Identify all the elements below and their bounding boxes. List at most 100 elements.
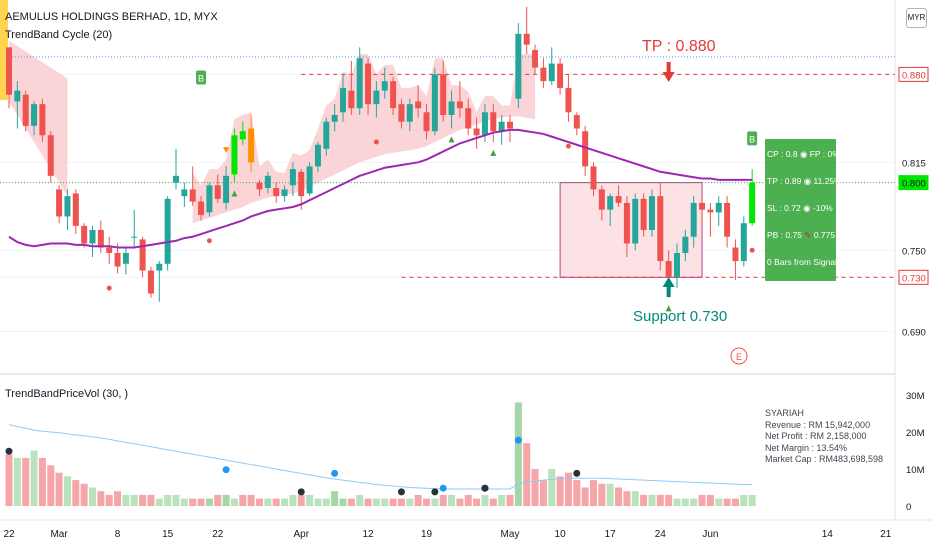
candle-body bbox=[139, 239, 146, 271]
volume-dot bbox=[397, 488, 405, 496]
volume-bar bbox=[381, 498, 389, 506]
volume-dot bbox=[331, 469, 339, 477]
candle-body bbox=[231, 135, 238, 175]
volume-bar bbox=[748, 494, 756, 506]
pb-value: PB : 0.75 bbox=[767, 230, 802, 240]
volume-bar bbox=[665, 494, 673, 506]
volume-bar bbox=[548, 469, 556, 506]
price-label-box bbox=[898, 175, 929, 191]
candle-body bbox=[289, 169, 296, 186]
support-box bbox=[559, 182, 703, 278]
candle-body bbox=[607, 196, 614, 210]
volume-bar bbox=[389, 498, 397, 506]
volume-bar bbox=[89, 487, 96, 506]
volume-bar bbox=[356, 494, 364, 506]
candle-body bbox=[456, 101, 463, 109]
bars-row: 0 Bars from Signal bbox=[767, 257, 837, 267]
volume-dot bbox=[297, 488, 305, 496]
candle-body bbox=[548, 63, 555, 82]
price-tick-label: 0.690 bbox=[902, 327, 926, 338]
sl-pct: -10% bbox=[812, 203, 833, 213]
volume-bar bbox=[5, 454, 13, 506]
candle-body bbox=[690, 202, 697, 237]
candle-body bbox=[507, 121, 513, 129]
volume-bar bbox=[631, 491, 639, 506]
red-dot bbox=[373, 139, 379, 145]
candle-body bbox=[381, 81, 388, 91]
revenue-text: Revenue : RM 15,942,000 bbox=[765, 419, 871, 430]
candle-body bbox=[682, 236, 689, 253]
price-label-box bbox=[898, 66, 929, 82]
candle-body bbox=[390, 81, 397, 109]
volume-bar bbox=[523, 443, 531, 506]
volume-bar bbox=[222, 494, 230, 506]
candle-body bbox=[81, 225, 88, 244]
volume-bar bbox=[456, 498, 464, 506]
candle-body bbox=[72, 193, 79, 226]
candle-body bbox=[198, 201, 205, 216]
candle-body bbox=[97, 229, 104, 248]
volume-bar bbox=[139, 494, 147, 506]
candle-body bbox=[665, 261, 672, 278]
volume-bar bbox=[130, 494, 138, 506]
volume-bar bbox=[281, 498, 289, 506]
candle-body bbox=[281, 189, 288, 197]
volume-bar bbox=[372, 498, 380, 506]
tp-arrow bbox=[662, 62, 675, 82]
volume-bar bbox=[80, 483, 88, 506]
candle-body bbox=[273, 188, 280, 197]
symbol-title[interactable]: AEMULUS HOLDINGS BERHAD, 1D, MYX bbox=[5, 11, 218, 23]
candle-body bbox=[122, 252, 129, 264]
candle-body bbox=[214, 185, 221, 199]
volume-bar bbox=[590, 480, 597, 506]
volume-bar bbox=[347, 498, 355, 506]
volume-bar bbox=[681, 498, 689, 506]
candle-body bbox=[582, 131, 589, 167]
candle-body bbox=[598, 189, 605, 210]
candle-body bbox=[740, 223, 747, 262]
volume-bar bbox=[114, 491, 122, 506]
volume-bar bbox=[172, 494, 180, 506]
volume-bar bbox=[731, 498, 739, 506]
tp-pct: 11.25% bbox=[813, 176, 842, 186]
candle-body bbox=[47, 135, 54, 176]
volume-indicator-label[interactable]: TrendBandPriceVol (30, ) bbox=[5, 388, 129, 400]
volume-bar bbox=[30, 450, 38, 506]
candle-body bbox=[348, 90, 355, 109]
volume-bar bbox=[272, 498, 280, 506]
indicator-label[interactable]: TrendBand Cycle (20) bbox=[5, 29, 113, 41]
red-dot bbox=[565, 143, 571, 149]
volume-bar bbox=[197, 498, 205, 506]
x-tick-label: 19 bbox=[421, 529, 433, 540]
volume-tick-label: 0 bbox=[906, 502, 911, 513]
volume-bar bbox=[690, 498, 698, 506]
cp-value: CP : 0.8 bbox=[767, 149, 798, 159]
candle-body bbox=[164, 198, 171, 264]
tp-value: TP : 0.89 bbox=[767, 176, 802, 186]
volume-bar bbox=[481, 494, 489, 506]
candle-body bbox=[31, 104, 38, 126]
x-tick-label: 8 bbox=[115, 529, 121, 540]
candle-body bbox=[64, 196, 71, 217]
volume-bar bbox=[564, 472, 572, 506]
candle-body bbox=[398, 104, 405, 122]
trend-band bbox=[192, 54, 536, 224]
x-tick-label: Mar bbox=[50, 529, 68, 540]
volume-bar bbox=[239, 494, 247, 506]
candle-body bbox=[256, 182, 263, 190]
volume-bar bbox=[364, 498, 372, 506]
volume-bar bbox=[47, 465, 55, 506]
candle-body bbox=[523, 33, 530, 45]
tp-label: TP : 0.880 bbox=[642, 38, 716, 55]
volume-bar bbox=[331, 491, 339, 506]
candle-body bbox=[623, 202, 630, 244]
volume-bar bbox=[448, 494, 456, 506]
volume-dot bbox=[5, 447, 13, 455]
volume-bar bbox=[155, 498, 163, 506]
candle-body bbox=[14, 90, 21, 102]
volume-ma-line bbox=[8, 424, 753, 490]
currency-badge[interactable]: MYR bbox=[906, 8, 927, 28]
candle-body bbox=[724, 202, 731, 237]
volume-dot bbox=[514, 436, 522, 444]
volume-dot bbox=[481, 484, 489, 492]
